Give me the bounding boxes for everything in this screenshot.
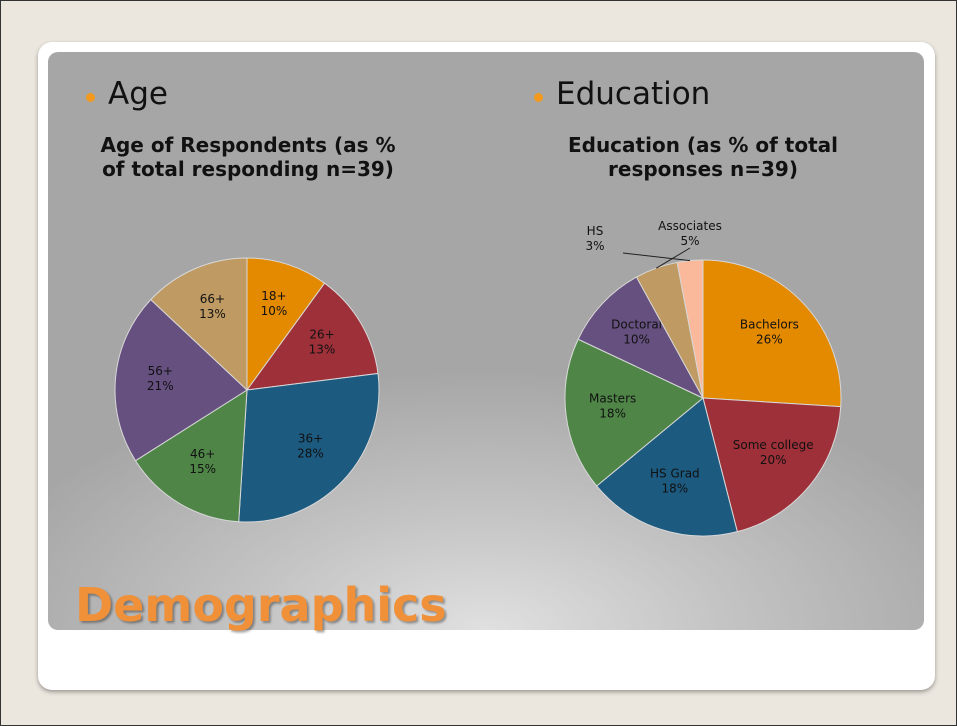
data-label: HS 3% xyxy=(585,224,604,253)
value-label: 13% xyxy=(309,343,336,357)
value-label: 28% xyxy=(297,447,324,461)
pie-slice xyxy=(702,397,842,533)
pie-slice xyxy=(245,282,379,391)
data-label: 66+ 13% xyxy=(199,292,226,321)
value-label: 10% xyxy=(623,333,650,347)
category-label: Bachelors xyxy=(740,318,799,332)
category-label: 46+ xyxy=(190,447,215,461)
bullet: Age xyxy=(86,76,168,112)
category-label: 36+ xyxy=(298,432,323,446)
pie-slice xyxy=(577,276,705,400)
chart-title: Age of Respondents (as % of total respon… xyxy=(100,133,396,181)
slide-title: Demographics xyxy=(75,578,447,632)
category-label: 18+ xyxy=(261,289,286,303)
category-label: Associates xyxy=(658,219,722,233)
data-label: 56+ 21% xyxy=(147,364,174,393)
pie-slice xyxy=(564,338,704,487)
value-label: 21% xyxy=(147,379,174,393)
data-label: Doctoral 10% xyxy=(611,318,662,347)
value-label: 3% xyxy=(585,239,604,253)
data-label: Associates 5% xyxy=(658,219,722,248)
leader-line xyxy=(622,252,691,262)
data-label: 18+ 10% xyxy=(261,289,288,318)
category-label: HS xyxy=(587,224,604,238)
category-label: Some college xyxy=(733,438,814,452)
chart-title: Education (as % of total responses n=39) xyxy=(567,133,839,181)
value-label: 13% xyxy=(199,307,226,321)
category-label: 66+ xyxy=(200,292,225,306)
bullet: Education xyxy=(533,76,711,112)
value-label: 20% xyxy=(760,453,787,467)
pie-slice xyxy=(134,389,248,523)
value-label: 10% xyxy=(261,304,288,318)
value-label: 26% xyxy=(756,333,783,347)
data-label: Masters 18% xyxy=(589,391,636,420)
pie-slice xyxy=(114,298,248,462)
value-label: 15% xyxy=(189,462,216,476)
data-label: HS Grad 18% xyxy=(650,467,700,496)
pie-slice xyxy=(702,259,842,408)
value-label: 18% xyxy=(662,482,689,496)
leader-line xyxy=(655,247,691,269)
category-label: 56+ xyxy=(148,364,173,378)
category-label: Masters xyxy=(589,391,636,405)
data-label: Bachelors 26% xyxy=(740,318,799,347)
data-label: Some college 20% xyxy=(733,438,814,467)
pie-slice xyxy=(238,372,380,523)
category-label: Doctoral xyxy=(611,318,662,332)
data-label: 26+ 13% xyxy=(309,328,336,357)
pie-slice xyxy=(150,257,248,392)
pie-slice xyxy=(246,257,326,392)
data-label: 46+ 15% xyxy=(189,447,216,476)
value-label: 18% xyxy=(599,406,626,420)
data-label: 36+ 28% xyxy=(297,432,324,461)
category-label: HS Grad xyxy=(650,467,700,481)
category-label: 26+ xyxy=(309,328,334,342)
pie-slice xyxy=(595,397,738,537)
value-label: 5% xyxy=(680,234,699,248)
